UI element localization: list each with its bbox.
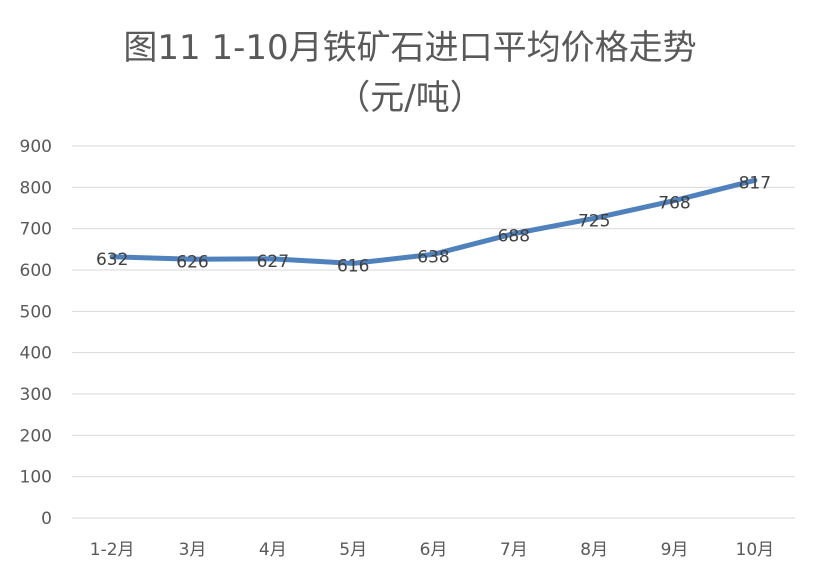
chart-unit-subtitle: （元/吨） — [336, 78, 484, 118]
data-point — [350, 260, 356, 266]
y-tick-label: 300 — [20, 385, 52, 405]
x-tick-label: 6月 — [420, 540, 448, 560]
y-tick-label: 100 — [20, 468, 52, 488]
data-label: 616 — [337, 256, 369, 276]
data-label: 688 — [498, 227, 530, 247]
data-point — [591, 215, 597, 221]
data-label: 817 — [739, 173, 771, 193]
y-tick-label: 200 — [20, 426, 52, 446]
data-point — [672, 198, 677, 204]
data-label: 626 — [176, 252, 208, 272]
y-tick-label: 700 — [20, 220, 52, 240]
data-point — [431, 251, 436, 257]
chart-title: 图11 1-10月铁矿石进口平均价格走势 — [123, 28, 697, 68]
data-label: 768 — [658, 194, 690, 214]
data-point — [511, 231, 517, 237]
x-tick-label: 3月 — [179, 540, 207, 560]
x-tick-label: 4月 — [259, 540, 287, 560]
y-tick-label: 400 — [20, 344, 52, 364]
data-point — [270, 256, 276, 262]
x-tick-label: 10月 — [736, 540, 775, 560]
y-tick-label: 500 — [20, 302, 52, 322]
data-label: 632 — [96, 250, 128, 270]
y-tick-label: 800 — [20, 178, 52, 198]
y-tick-label: 900 — [20, 137, 52, 157]
x-tick-label: 1-2月 — [90, 540, 135, 560]
y-tick-label: 0 — [41, 509, 52, 529]
x-tick-label: 8月 — [580, 540, 608, 560]
data-point — [752, 177, 758, 183]
x-tick-label: 7月 — [500, 540, 528, 560]
data-label: 725 — [578, 211, 610, 231]
x-tick-label: 9月 — [661, 540, 689, 560]
x-tick-label: 5月 — [339, 540, 367, 560]
data-point — [109, 254, 115, 260]
data-label: 638 — [417, 247, 449, 267]
data-point — [190, 256, 195, 262]
data-label: 627 — [257, 252, 289, 272]
y-tick-label: 600 — [20, 261, 52, 281]
